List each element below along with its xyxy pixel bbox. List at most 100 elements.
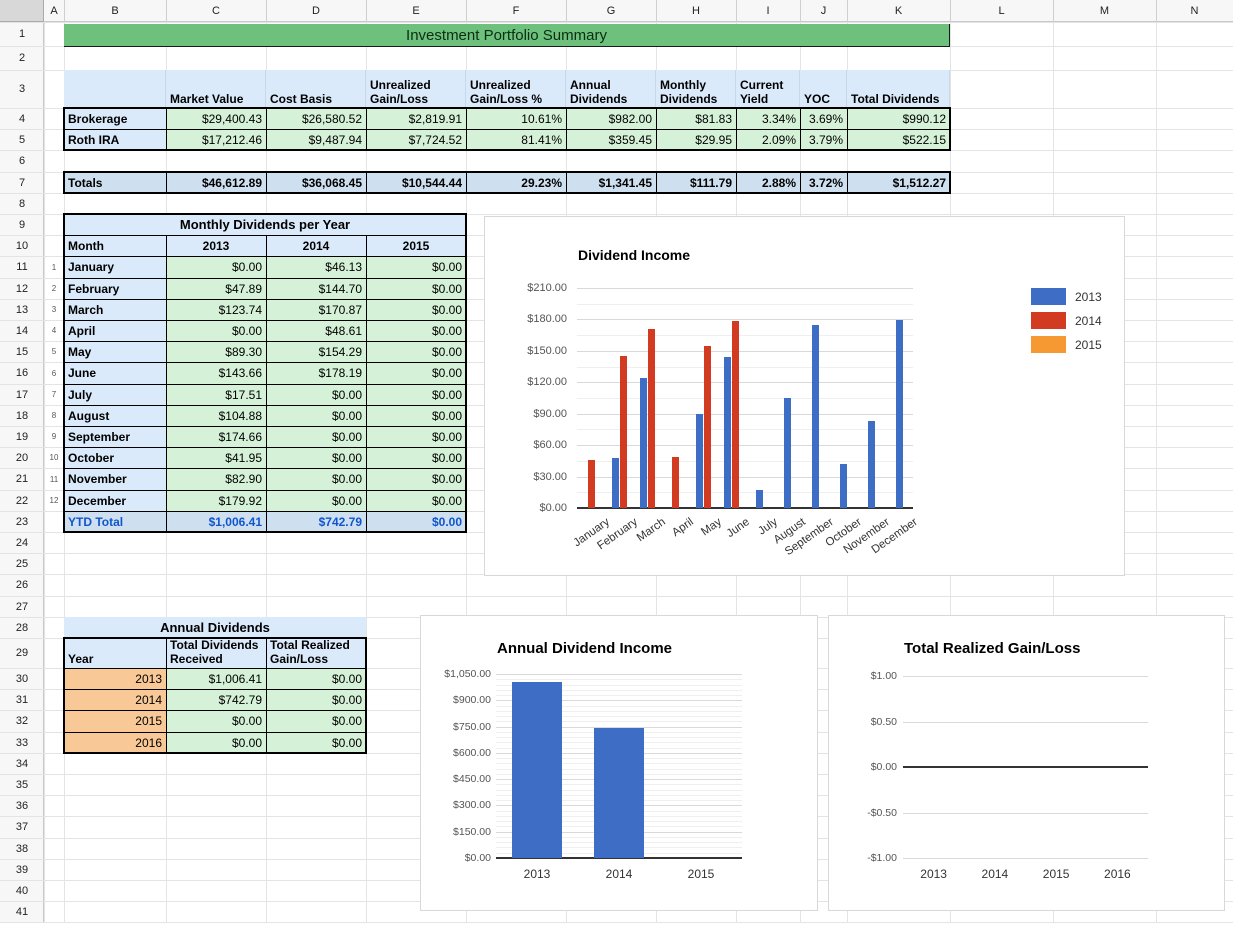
cell-B9[interactable]: Monthly Dividends per Year	[64, 214, 466, 235]
col-header-D[interactable]: D	[266, 0, 366, 22]
cell-E20[interactable]: $0.00	[366, 447, 466, 468]
cell-B15[interactable]: May	[64, 341, 166, 362]
cell-D33[interactable]: $0.00	[266, 732, 366, 753]
row-header-5[interactable]: 5	[0, 129, 44, 150]
cell-D21[interactable]: $0.00	[266, 468, 366, 490]
cell-B14[interactable]: April	[64, 320, 166, 341]
cell-C33[interactable]: $0.00	[166, 732, 266, 753]
cell-J3[interactable]: YOC	[800, 70, 847, 108]
cell-D14[interactable]: $48.61	[266, 320, 366, 341]
cell-C15[interactable]: $89.30	[166, 341, 266, 362]
row-header-35[interactable]: 35	[0, 774, 44, 795]
col-header-F[interactable]: F	[466, 0, 566, 22]
row-header-6[interactable]: 6	[0, 150, 44, 172]
cell-F3[interactable]: Unrealized Gain/Loss %	[466, 70, 566, 108]
dividend-income-chart[interactable]: Dividend Income $0.00$30.00$60.00$90.00$…	[484, 216, 1125, 576]
cell-G4[interactable]: $982.00	[566, 108, 656, 129]
cell-D17[interactable]: $0.00	[266, 384, 366, 405]
col-header-J[interactable]: J	[800, 0, 847, 22]
cell-D31[interactable]: $0.00	[266, 689, 366, 710]
cell-E4[interactable]: $2,819.91	[366, 108, 466, 129]
cell-D4[interactable]: $26,580.52	[266, 108, 366, 129]
cell-C4[interactable]: $29,400.43	[166, 108, 266, 129]
cell-E19[interactable]: $0.00	[366, 426, 466, 447]
row-header-3[interactable]: 3	[0, 70, 44, 108]
cell-E10[interactable]: 2015	[366, 235, 466, 256]
cell-B16[interactable]: June	[64, 362, 166, 384]
cell-I7[interactable]: 2.88%	[736, 172, 800, 193]
cell-G3[interactable]: Annual Dividends	[566, 70, 656, 108]
cell-G5[interactable]: $359.45	[566, 129, 656, 150]
cell-I4[interactable]: 3.34%	[736, 108, 800, 129]
cell-K5[interactable]: $522.15	[847, 129, 950, 150]
row-header-16[interactable]: 16	[0, 362, 44, 384]
row-header-11[interactable]: 11	[0, 256, 44, 278]
annual-dividend-income-chart[interactable]: Annual Dividend Income $0.00$150.00$300.…	[420, 615, 818, 911]
col-header-N[interactable]: N	[1156, 0, 1233, 22]
row-header-24[interactable]: 24	[0, 532, 44, 553]
cell-C13[interactable]: $123.74	[166, 299, 266, 320]
row-header-39[interactable]: 39	[0, 859, 44, 880]
cell-D30[interactable]: $0.00	[266, 668, 366, 689]
cell-D11[interactable]: $46.13	[266, 256, 366, 278]
cell-B7[interactable]: Totals	[64, 172, 166, 193]
cell-D22[interactable]: $0.00	[266, 490, 366, 511]
cell-E3[interactable]: Unrealized Gain/Loss	[366, 70, 466, 108]
col-header-I[interactable]: I	[736, 0, 800, 22]
row-header-4[interactable]: 4	[0, 108, 44, 129]
row-header-10[interactable]: 10	[0, 235, 44, 256]
row-header-22[interactable]: 22	[0, 490, 44, 511]
cell-C22[interactable]: $179.92	[166, 490, 266, 511]
row-header-20[interactable]: 20	[0, 447, 44, 468]
cell-B10[interactable]: Month	[64, 235, 166, 256]
row-header-21[interactable]: 21	[0, 468, 44, 490]
row-header-9[interactable]: 9	[0, 214, 44, 235]
cell-C14[interactable]: $0.00	[166, 320, 266, 341]
cell-E12[interactable]: $0.00	[366, 278, 466, 299]
row-header-2[interactable]: 2	[0, 46, 44, 70]
row-header-12[interactable]: 12	[0, 278, 44, 299]
cell-B21[interactable]: November	[64, 468, 166, 490]
row-header-1[interactable]: 1	[0, 22, 44, 46]
cell-C20[interactable]: $41.95	[166, 447, 266, 468]
row-header-25[interactable]: 25	[0, 553, 44, 574]
cell-F7[interactable]: 29.23%	[466, 172, 566, 193]
cell-C7[interactable]: $46,612.89	[166, 172, 266, 193]
row-header-15[interactable]: 15	[0, 341, 44, 362]
cell-B28[interactable]: Annual Dividends	[64, 617, 366, 638]
col-header-C[interactable]: C	[166, 0, 266, 22]
cell-D16[interactable]: $178.19	[266, 362, 366, 384]
cell-J7[interactable]: 3.72%	[800, 172, 847, 193]
cell-C3[interactable]: Market Value	[166, 70, 266, 108]
cell-H5[interactable]: $29.95	[656, 129, 736, 150]
cell-E15[interactable]: $0.00	[366, 341, 466, 362]
cell-C12[interactable]: $47.89	[166, 278, 266, 299]
cell-F4[interactable]: 10.61%	[466, 108, 566, 129]
cell-C19[interactable]: $174.66	[166, 426, 266, 447]
cell-C17[interactable]: $17.51	[166, 384, 266, 405]
col-header-H[interactable]: H	[656, 0, 736, 22]
col-header-G[interactable]: G	[566, 0, 656, 22]
cell-E18[interactable]: $0.00	[366, 405, 466, 426]
cell-B19[interactable]: September	[64, 426, 166, 447]
cell-C10[interactable]: 2013	[166, 235, 266, 256]
cell-K7[interactable]: $1,512.27	[847, 172, 950, 193]
cell-E16[interactable]: $0.00	[366, 362, 466, 384]
cell-B33[interactable]: 2016	[64, 732, 166, 753]
cell-C23[interactable]: $1,006.41	[166, 511, 266, 532]
row-header-30[interactable]: 30	[0, 668, 44, 689]
cell-B23[interactable]: YTD Total	[64, 511, 166, 532]
cell-D10[interactable]: 2014	[266, 235, 366, 256]
cell-B18[interactable]: August	[64, 405, 166, 426]
row-header-19[interactable]: 19	[0, 426, 44, 447]
cell-B4[interactable]: Brokerage	[64, 108, 166, 129]
cell-B12[interactable]: February	[64, 278, 166, 299]
cell-C32[interactable]: $0.00	[166, 710, 266, 732]
cell-C29[interactable]: Total Dividends Received	[166, 638, 266, 668]
cell-B20[interactable]: October	[64, 447, 166, 468]
cell-B11[interactable]: January	[64, 256, 166, 278]
row-header-33[interactable]: 33	[0, 732, 44, 753]
cell-D32[interactable]: $0.00	[266, 710, 366, 732]
cell-D3[interactable]: Cost Basis	[266, 70, 366, 108]
row-header-28[interactable]: 28	[0, 617, 44, 638]
